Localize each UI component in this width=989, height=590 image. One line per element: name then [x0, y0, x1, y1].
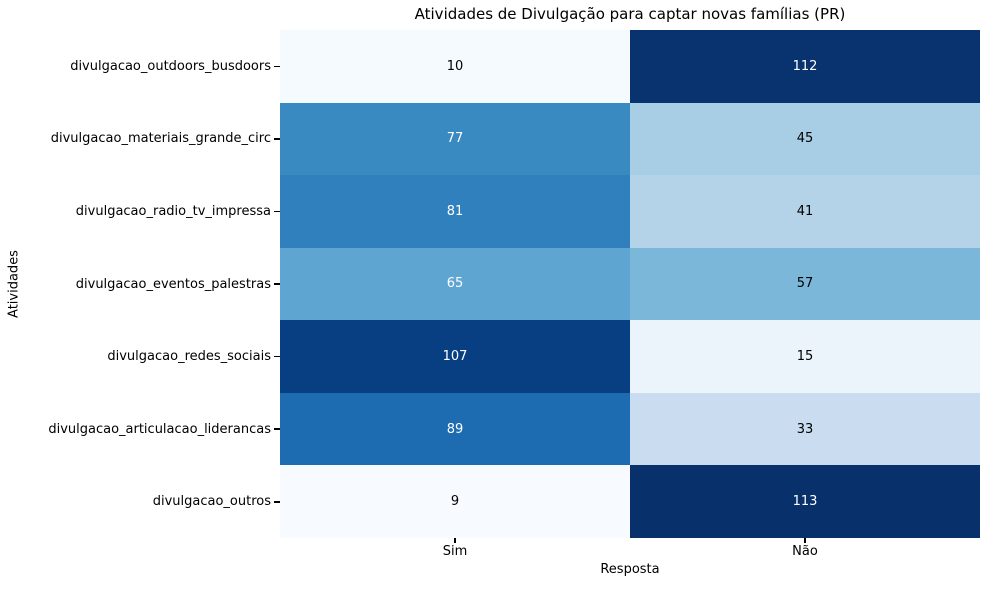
- heatmap-grid: 10 112 77 45 81 41 65 57 107 15 89 33 9 113: [280, 30, 980, 538]
- y-tick-mark: [274, 283, 280, 285]
- heatmap-cell: 107: [280, 320, 630, 393]
- y-tick-row: divulgacao_outdoors_busdoors: [0, 30, 280, 103]
- y-tick-label: divulgacao_redes_sociais: [107, 349, 271, 365]
- heatmap-cell: 45: [630, 102, 980, 176]
- chart-title: Atividades de Divulgação para captar nov…: [414, 5, 846, 23]
- x-tick-col: Sim: [280, 538, 630, 568]
- x-tick-label: Não: [792, 544, 818, 559]
- x-tick-mark: [454, 538, 456, 543]
- heatmap-cell: 41: [630, 175, 980, 248]
- y-tick-label: divulgacao_materiais_grande_circ: [50, 131, 271, 147]
- y-tick-label: divulgacao_eventos_palestras: [75, 276, 271, 292]
- heatmap-cell: 9: [280, 465, 630, 538]
- y-tick-mark: [274, 501, 280, 503]
- heatmap-cell: 77: [280, 102, 630, 176]
- heatmap-cell: 10: [280, 30, 630, 103]
- x-axis-label: Resposta: [600, 562, 660, 577]
- y-tick-mark: [274, 428, 280, 430]
- heatmap-cell: 81: [280, 175, 630, 248]
- y-tick-label: divulgacao_radio_tv_impressa: [75, 203, 271, 219]
- y-tick-mark: [274, 138, 280, 140]
- y-tick-row: divulgacao_eventos_palestras: [0, 248, 280, 321]
- y-tick-mark: [274, 65, 280, 68]
- x-tick-col: Não: [630, 538, 980, 568]
- y-tick-row: divulgacao_outros: [0, 465, 280, 538]
- y-tick-mark: [274, 355, 280, 358]
- heatmap-cell: 57: [630, 247, 980, 321]
- heatmap-cell: 89: [280, 392, 630, 466]
- y-tick-label: divulgacao_articulacao_liderancas: [48, 421, 271, 437]
- x-tick-mark: [804, 538, 806, 543]
- heatmap-cell: 33: [630, 392, 980, 466]
- heatmap-cell: 65: [280, 247, 630, 321]
- y-tick-row: divulgacao_articulacao_liderancas: [0, 393, 280, 466]
- y-tick-labels: divulgacao_outdoors_busdoors divulgacao_m…: [0, 30, 280, 538]
- heatmap-cell: 113: [630, 465, 980, 538]
- y-tick-row: divulgacao_radio_tv_impressa: [0, 175, 280, 248]
- y-tick-row: divulgacao_materiais_grande_circ: [0, 103, 280, 176]
- x-tick-label: Sim: [442, 544, 468, 559]
- y-tick-label: divulgacao_outros: [152, 494, 271, 510]
- y-tick-label: divulgacao_outdoors_busdoors: [70, 58, 271, 74]
- y-tick-row: divulgacao_redes_sociais: [0, 320, 280, 393]
- heatmap-cell: 112: [630, 30, 980, 103]
- heatmap-cell: 15: [630, 320, 980, 393]
- x-tick-labels: Sim Não: [280, 538, 980, 568]
- y-tick-mark: [274, 210, 280, 213]
